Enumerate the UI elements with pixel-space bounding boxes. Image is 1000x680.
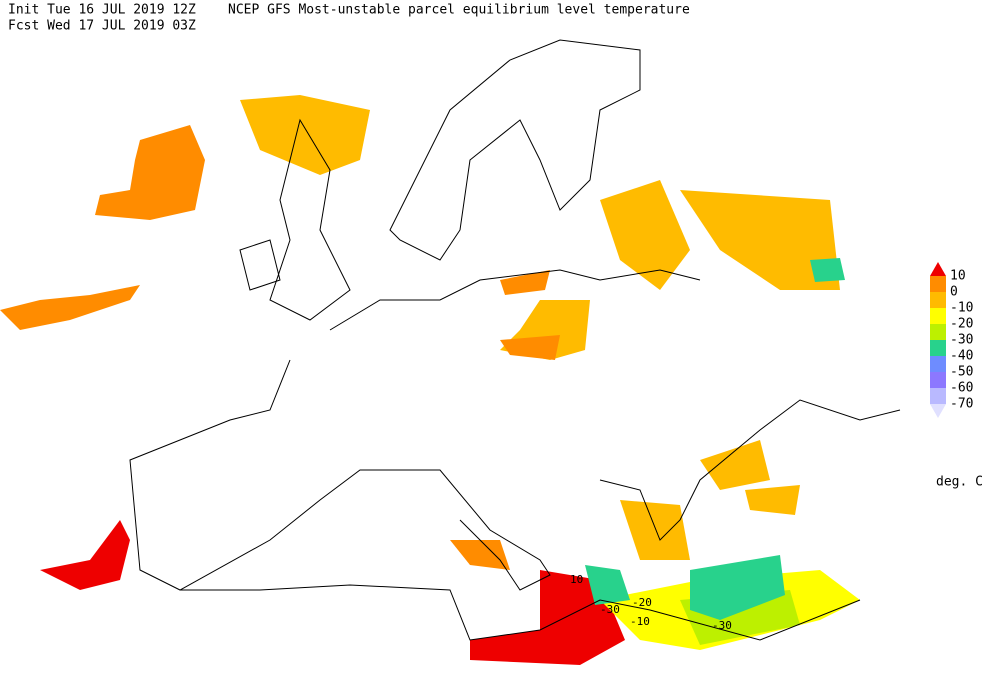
legend-swatch: [930, 276, 946, 292]
legend-label: -10: [950, 301, 973, 316]
legend-swatch: [930, 372, 946, 388]
legend-label: 0: [950, 285, 958, 300]
contour-label: -10: [630, 615, 650, 628]
legend-swatch: [930, 292, 946, 308]
legend-label: -50: [950, 365, 973, 380]
legend-swatch: [930, 404, 946, 418]
legend-unit: deg. C: [936, 475, 983, 490]
contour-labels: 10 -30 -20 -10 -30: [570, 573, 732, 632]
init-label: Init Tue 16 JUL 2019 12Z: [8, 3, 196, 18]
legend-label: -20: [950, 317, 973, 332]
forecast-label: Fcst Wed 17 JUL 2019 03Z: [8, 19, 196, 34]
contour-label: -30: [712, 619, 732, 632]
legend-swatch: [930, 340, 946, 356]
legend-label: -30: [950, 333, 973, 348]
contour-label: -20: [632, 596, 652, 609]
legend: deg. C 100-10-20-30-40-50-60-70: [930, 262, 983, 490]
legend-swatch: [930, 324, 946, 340]
map-title: NCEP GFS Most-unstable parcel equilibriu…: [228, 3, 690, 18]
legend-swatch: [930, 356, 946, 372]
field-shading: [0, 95, 860, 665]
legend-swatch: [930, 388, 946, 404]
legend-label: -60: [950, 381, 973, 396]
legend-swatch: [930, 262, 946, 276]
contour-label: 10: [570, 573, 583, 586]
coastlines: [129, 39, 901, 641]
contour-label: -30: [600, 603, 620, 616]
legend-label: -40: [950, 349, 973, 364]
legend-swatch: [930, 308, 946, 324]
legend-label: 10: [950, 269, 966, 284]
legend-label: -70: [950, 397, 973, 412]
